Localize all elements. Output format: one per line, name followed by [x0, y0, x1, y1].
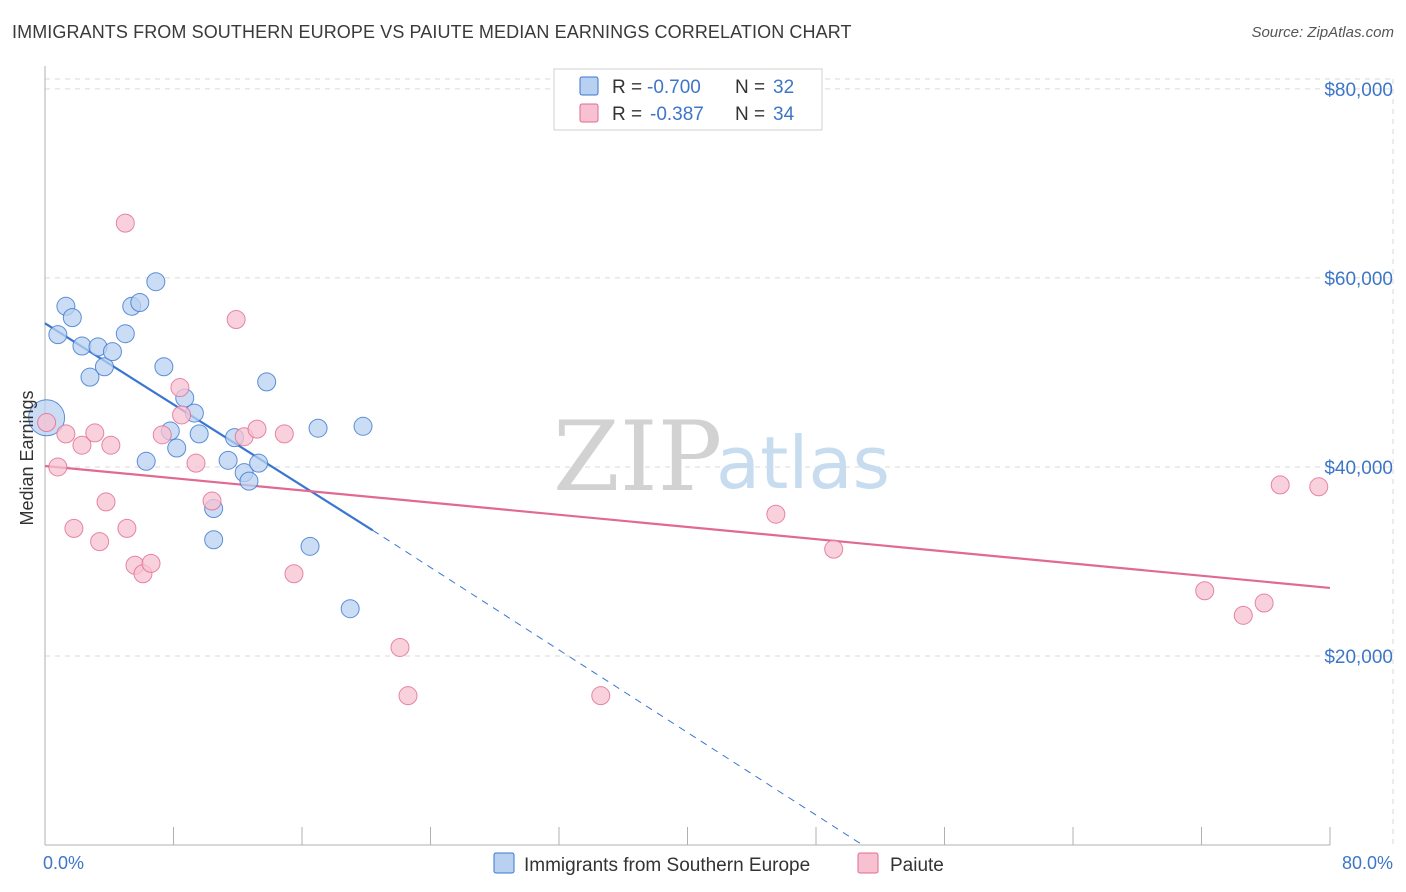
point-s0-21 — [204, 530, 224, 550]
bottom-legend-swatch-blue — [493, 852, 515, 874]
point-s1-15 — [170, 378, 190, 398]
point-s0-1 — [48, 325, 68, 345]
y-tick-label-0: $20,000 — [1324, 647, 1393, 668]
legend-n-value-2: 34 — [773, 104, 795, 125]
y-tick-label-3: $80,000 — [1324, 80, 1393, 101]
point-s0-27 — [257, 372, 277, 392]
point-s1-1 — [48, 457, 68, 477]
point-s0-9 — [115, 324, 135, 344]
point-s0-26 — [249, 453, 269, 473]
point-s1-22 — [274, 424, 294, 444]
trend-line-1 — [44, 464, 1331, 590]
point-s1-19 — [226, 310, 246, 330]
point-s1-28 — [824, 539, 844, 559]
watermark-atlas: atlas — [716, 421, 890, 505]
point-s0-12 — [136, 451, 156, 471]
point-s1-32 — [1270, 475, 1290, 495]
point-s0-30 — [340, 599, 360, 619]
y-tick-label-1: $40,000 — [1324, 458, 1393, 479]
x-tick-label-0: 0.0% — [43, 853, 84, 873]
point-s1-29 — [1195, 581, 1215, 601]
bottom-legend-label-blue: Immigrants from Southern Europe — [524, 855, 810, 876]
point-s1-3 — [64, 518, 84, 538]
point-s1-8 — [101, 435, 121, 455]
point-s1-2 — [56, 424, 76, 444]
point-s0-16 — [167, 438, 187, 458]
point-s1-6 — [90, 532, 110, 552]
legend-r-label-2: R = — [612, 104, 642, 125]
point-s0-5 — [80, 367, 100, 387]
legend-n-label-1: N = — [735, 77, 765, 98]
series-legend: Immigrants from Southern Europe Paiute — [493, 852, 944, 876]
point-s1-5 — [85, 423, 105, 443]
point-s1-7 — [96, 492, 116, 512]
point-s1-10 — [115, 213, 135, 233]
stats-legend: R = -0.700 N = 32 R = -0.387 N = 34 — [553, 68, 823, 131]
y-axis-title: Median Earnings — [17, 390, 37, 525]
point-s0-3 — [62, 308, 82, 328]
y-tick-labels: $20,000 $40,000 $60,000 $80,000 — [1324, 80, 1393, 668]
point-s0-25 — [239, 471, 259, 491]
point-s1-17 — [186, 453, 206, 473]
point-s1-23 — [284, 564, 304, 584]
chart-title: IMMIGRANTS FROM SOUTHERN EUROPE VS PAIUT… — [12, 22, 852, 42]
watermark-zip: ZIP — [553, 401, 722, 513]
bottom-legend-label-pink: Paiute — [890, 855, 944, 876]
point-s1-13 — [141, 553, 161, 573]
point-s0-7 — [94, 357, 114, 377]
point-s1-14 — [152, 425, 172, 445]
point-s1-26 — [591, 686, 611, 706]
point-s0-28 — [300, 536, 320, 556]
legend-swatch-pink — [579, 103, 599, 123]
legend-r-value-2: -0.387 — [650, 104, 704, 125]
point-s1-24 — [390, 637, 410, 657]
axes — [44, 66, 1331, 846]
point-s1-21 — [247, 419, 267, 439]
point-s1-4 — [72, 435, 92, 455]
point-s1-25 — [398, 686, 418, 706]
point-s0-13 — [146, 272, 166, 292]
point-s1-18 — [202, 491, 222, 511]
point-s1-31 — [1254, 593, 1274, 613]
point-s0-11 — [130, 293, 150, 312]
data-points — [28, 213, 1329, 706]
legend-swatch-blue — [579, 76, 599, 96]
trend-extension-0 — [372, 529, 865, 847]
x-tick-labels: 0.0% 80.0% — [43, 853, 1393, 873]
point-s0-31 — [353, 416, 373, 436]
source-credit: Source: ZipAtlas.com — [1251, 24, 1394, 41]
point-s0-8 — [102, 342, 122, 362]
trend-lines — [44, 322, 1331, 847]
point-s1-9 — [117, 518, 137, 538]
legend-n-value-1: 32 — [773, 77, 794, 98]
x-tick-label-1: 80.0% — [1342, 853, 1393, 873]
bottom-legend-swatch-pink — [857, 852, 879, 874]
point-s0-19 — [189, 424, 209, 444]
point-s0-14 — [154, 357, 174, 377]
point-s1-33 — [1309, 477, 1329, 497]
legend-r-value-1: -0.700 — [647, 77, 701, 98]
grid-lines — [45, 78, 1394, 845]
trend-line-0 — [44, 322, 374, 532]
point-s0-4 — [72, 336, 92, 356]
point-s1-0 — [37, 413, 57, 433]
point-s1-27 — [766, 504, 786, 524]
point-s0-22 — [218, 450, 238, 470]
legend-r-label-1: R = — [612, 77, 642, 98]
y-tick-label-2: $60,000 — [1324, 269, 1393, 290]
point-s1-16 — [172, 405, 192, 425]
legend-n-label-2: N = — [735, 104, 765, 125]
point-s1-30 — [1233, 605, 1253, 625]
point-s0-29 — [308, 418, 328, 438]
